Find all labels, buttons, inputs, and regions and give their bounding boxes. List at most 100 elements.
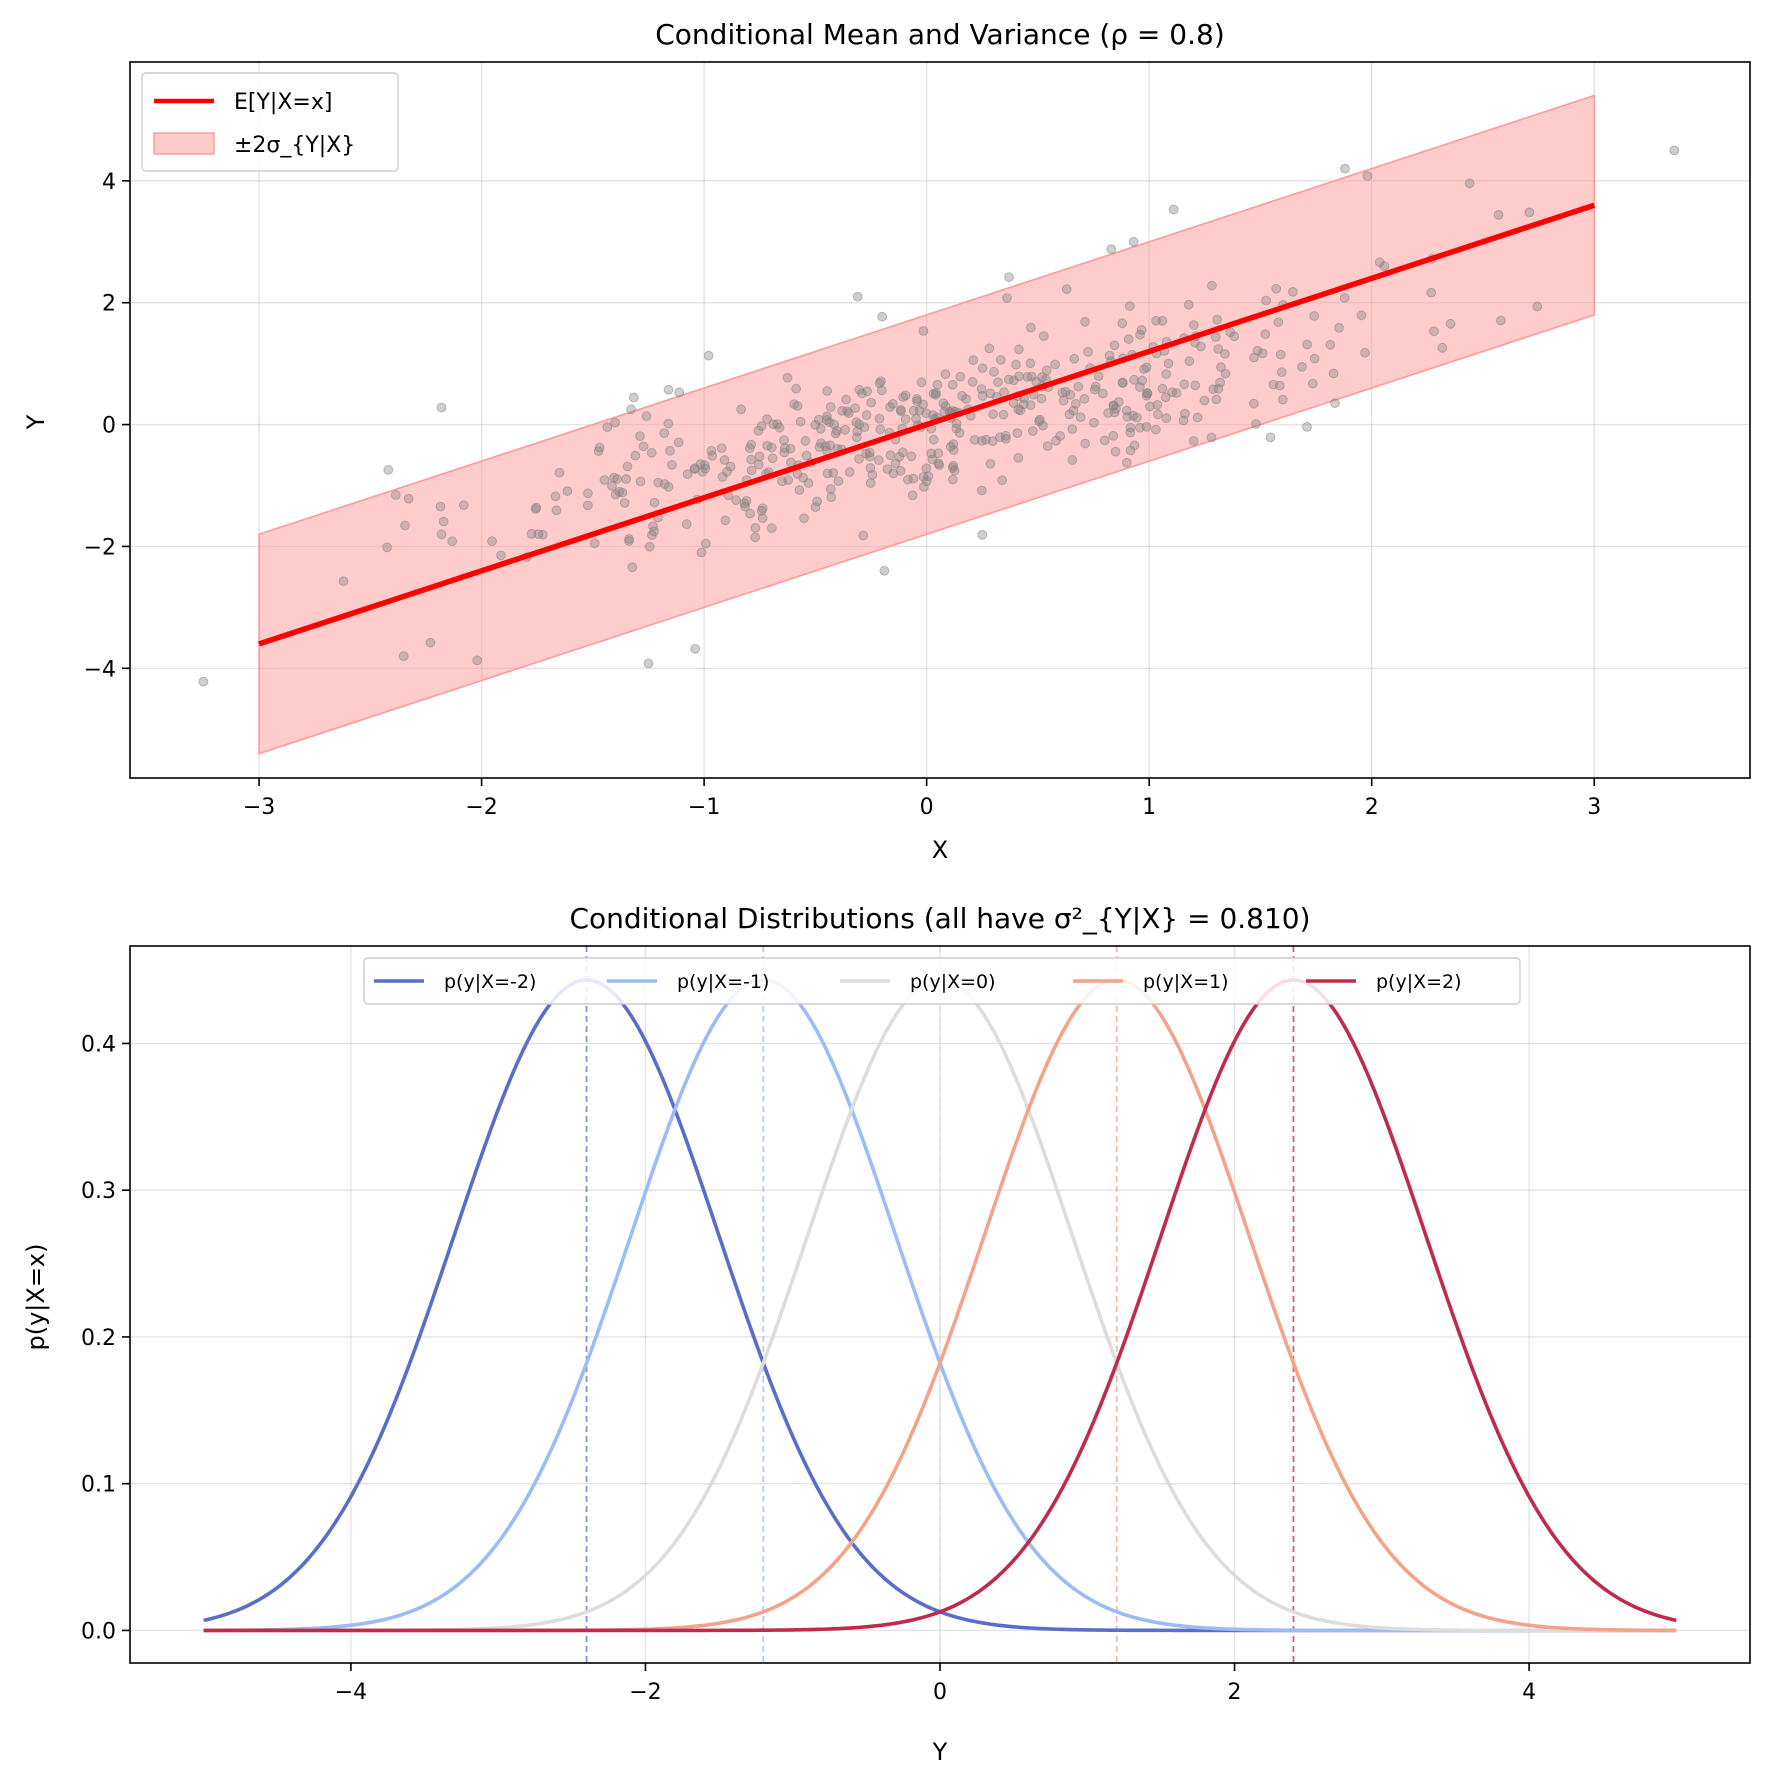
scatter-point	[593, 446, 604, 457]
scatter-point	[1251, 419, 1261, 429]
scatter-point	[602, 422, 613, 433]
scatter-point	[447, 536, 458, 547]
scatter-point	[638, 441, 649, 452]
density-legend-label: p(y|X=0)	[910, 971, 996, 993]
scatter-point	[984, 343, 995, 354]
density-legend-label: p(y|X=1)	[1143, 971, 1229, 993]
scatter-point	[530, 504, 541, 514]
scatter-point	[877, 311, 887, 322]
scatter-point	[906, 451, 917, 462]
scatter-point	[1207, 280, 1217, 291]
scatter-y-ticks: −4 −2 0 2 4	[84, 170, 130, 682]
scatter-point	[717, 472, 728, 482]
scatter-point	[820, 441, 831, 452]
scatter-point	[607, 481, 617, 491]
scatter-point	[746, 465, 757, 476]
scatter-point	[1106, 244, 1117, 255]
scatter-point	[1532, 301, 1543, 312]
scatter-point	[866, 397, 876, 408]
scatter-x-tick-label: −1	[688, 795, 720, 820]
scatter-point	[1103, 408, 1114, 418]
scatter-point	[912, 394, 922, 404]
scatter-point	[1307, 378, 1318, 389]
scatter-point	[1061, 284, 1072, 295]
scatter-point	[1199, 395, 1210, 406]
scatter-point	[707, 450, 718, 461]
scatter-point	[754, 451, 765, 462]
scatter-point	[746, 454, 756, 465]
scatter-point	[674, 387, 685, 398]
density-chart-title: Conditional Distributions (all have σ²_{…	[569, 902, 1310, 935]
scatter-point	[1099, 435, 1110, 446]
scatter-point	[1153, 409, 1163, 420]
scatter-point	[1210, 332, 1221, 342]
scatter-point	[716, 443, 727, 454]
scatter-point	[659, 428, 670, 439]
density-legend-label: p(y|X=-2)	[444, 971, 536, 993]
scatter-point	[1249, 352, 1259, 363]
scatter-point	[864, 447, 875, 458]
density-legend-label: p(y|X=2)	[1376, 971, 1462, 993]
scatter-point	[1213, 383, 1224, 394]
scatter-point	[1340, 163, 1350, 174]
scatter-point	[798, 472, 808, 483]
scatter-point	[487, 536, 497, 547]
scatter-point	[779, 443, 790, 453]
scatter-point	[382, 542, 393, 553]
density-x-tick-label: 2	[1228, 1680, 1242, 1705]
scatter-point	[955, 371, 966, 382]
scatter-y-tick-label: −4	[84, 657, 116, 682]
scatter-point	[825, 402, 836, 412]
scatter-point	[703, 350, 714, 361]
density-legend-label: p(y|X=-1)	[677, 971, 769, 993]
scatter-point	[706, 445, 717, 456]
scatter-point	[1014, 344, 1024, 355]
scatter-point	[1464, 178, 1475, 189]
scatter-point	[888, 468, 899, 479]
scatter-point	[1125, 445, 1136, 456]
scatter-point	[1445, 318, 1456, 329]
scatter-point	[1011, 359, 1021, 370]
density-panel: Conditional Distributions (all have σ²_{…	[22, 902, 1751, 1766]
scatter-point	[562, 486, 573, 497]
density-y-ticks: 0.0 0.1 0.2 0.3 0.4	[81, 1032, 130, 1644]
scatter-point	[1110, 446, 1121, 457]
scatter-x-tick-label: 2	[1365, 795, 1379, 820]
scatter-point	[753, 459, 764, 470]
scatter-point	[1135, 382, 1145, 392]
scatter-point	[874, 413, 885, 424]
scatter-point	[762, 414, 772, 425]
scatter-point	[1080, 438, 1091, 449]
scatter-point	[1104, 350, 1115, 361]
scatter-point	[1123, 334, 1134, 345]
scatter-point	[390, 490, 401, 500]
scatter-point	[624, 534, 634, 544]
scatter-point	[1121, 405, 1132, 416]
density-y-axis-title: p(y|X=x)	[22, 1243, 50, 1350]
scatter-point	[757, 513, 768, 524]
scatter-point	[850, 403, 861, 414]
scatter-point	[1079, 394, 1090, 404]
scatter-point	[1379, 261, 1390, 272]
scatter-point	[383, 465, 394, 475]
scatter-point	[648, 521, 658, 532]
scatter-point	[1036, 393, 1047, 404]
scatter-point	[1328, 368, 1339, 379]
scatter-point	[794, 485, 805, 495]
scatter-point	[1109, 340, 1120, 351]
scatter-point	[898, 392, 908, 403]
scatter-point	[1213, 344, 1224, 354]
scatter-point	[740, 501, 750, 512]
scatter-point	[699, 460, 710, 471]
scatter-point	[1080, 316, 1090, 327]
scatter-point	[1160, 392, 1171, 403]
scatter-point	[400, 520, 410, 531]
scatter-point	[894, 451, 905, 462]
scatter-y-tick-label: 2	[102, 292, 116, 317]
scatter-point	[876, 385, 887, 396]
scatter-point	[1180, 408, 1190, 419]
scatter-point	[338, 576, 349, 587]
scatter-point	[997, 475, 1008, 486]
scatter-point	[908, 473, 919, 484]
